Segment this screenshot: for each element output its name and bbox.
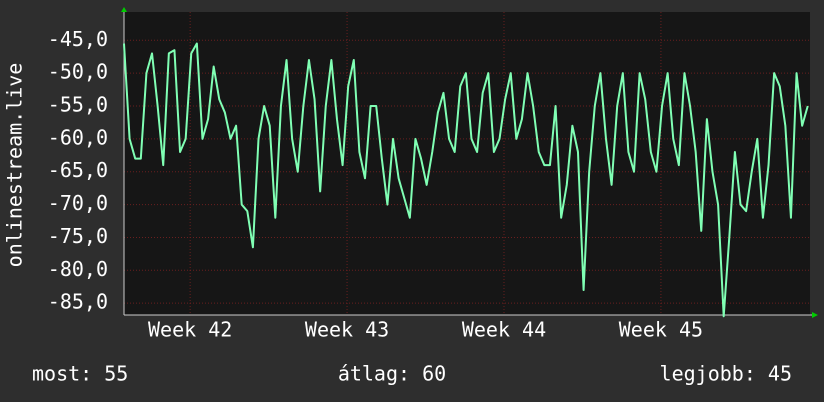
axis-arrow	[812, 312, 818, 318]
y-tick-label: -80,0	[48, 257, 108, 281]
y-tick-label: -50,0	[48, 60, 108, 84]
y-tick-label: -60,0	[48, 125, 108, 149]
x-tick-label: Week 45	[619, 318, 703, 342]
data-line	[123, 42, 809, 318]
y-tick-label: -55,0	[48, 92, 108, 116]
y-tick-label: -85,0	[48, 290, 108, 314]
x-tick-label: Week 44	[462, 318, 546, 342]
stat-average: átlag: 60	[338, 362, 446, 386]
stat-current: most: 55	[32, 362, 128, 386]
x-tick-label: Week 42	[148, 318, 232, 342]
stat-best: legjobb: 45	[660, 362, 792, 386]
x-tick-label: Week 43	[305, 318, 389, 342]
y-tick-label: -45,0	[48, 27, 108, 51]
y-tick-label: -70,0	[48, 191, 108, 215]
plot-area	[124, 12, 810, 315]
y-tick-label: -75,0	[48, 224, 108, 248]
y-tick-label: -65,0	[48, 158, 108, 182]
y-axis-label: onlinestream.live	[3, 63, 27, 268]
axis-arrow	[121, 7, 127, 12]
